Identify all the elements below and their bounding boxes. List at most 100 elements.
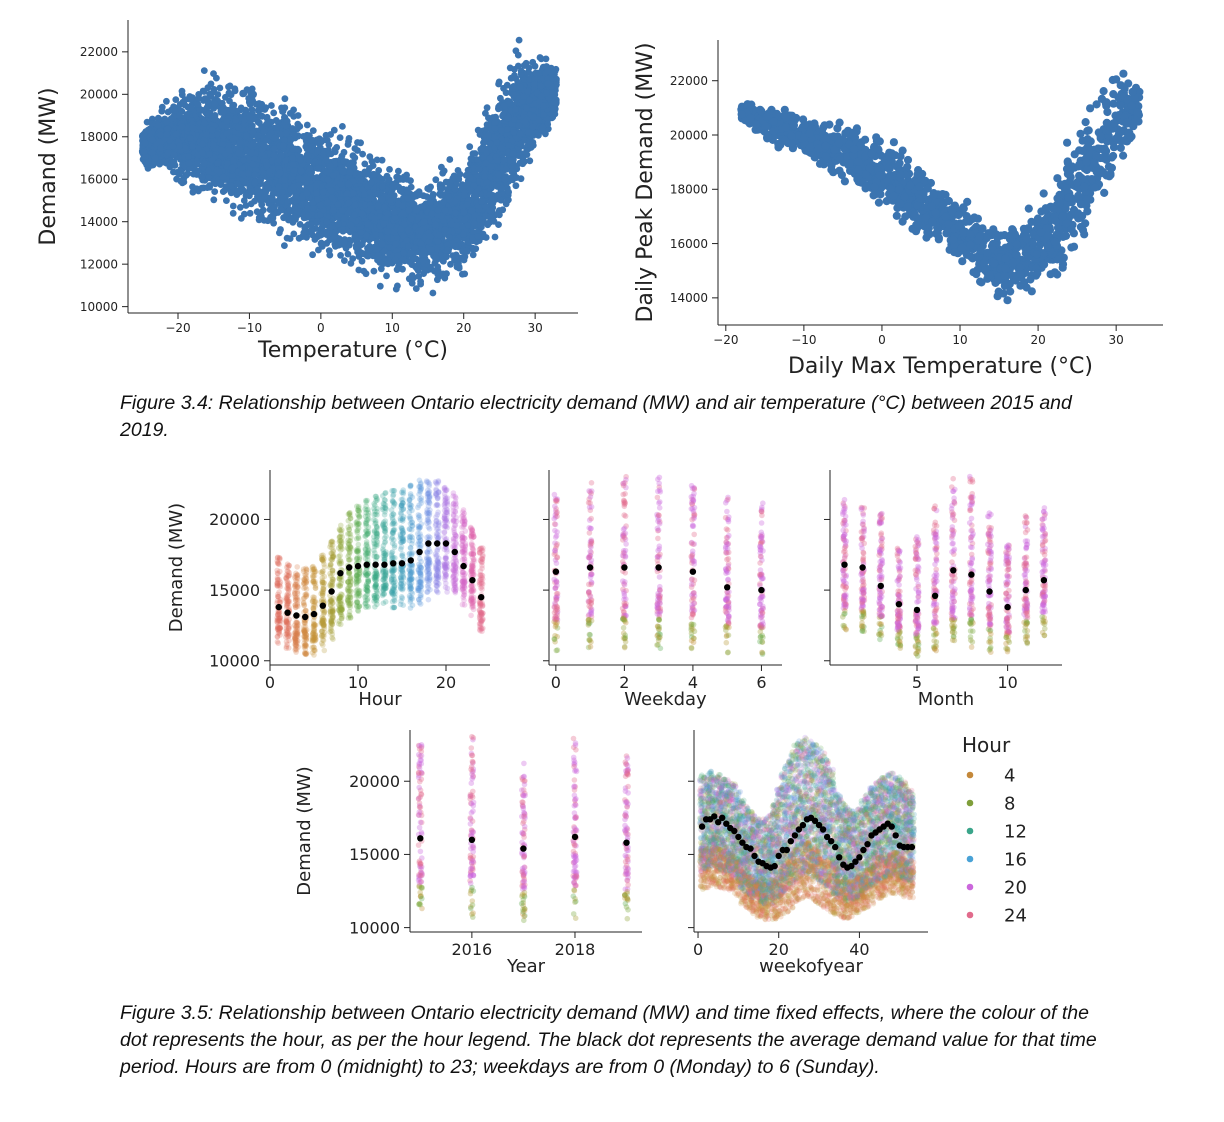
scatter-point xyxy=(374,190,381,198)
scatter-point xyxy=(435,231,443,239)
scatter-point xyxy=(149,136,156,144)
scatter-point xyxy=(247,200,255,208)
scatter-point xyxy=(229,209,237,217)
scatter-point xyxy=(447,260,454,268)
scatter-point xyxy=(211,188,219,196)
scatter-point xyxy=(510,83,517,90)
scatter-point xyxy=(144,126,152,134)
scatter-point xyxy=(249,160,257,168)
scatter-point xyxy=(319,188,327,196)
scatter-point xyxy=(248,149,256,157)
scatter-point xyxy=(287,136,295,144)
scatter-point xyxy=(429,192,437,200)
scatter-point xyxy=(500,102,508,110)
scatter-point xyxy=(316,232,324,239)
scatter-point xyxy=(432,176,440,184)
scatter-point xyxy=(164,149,172,157)
scatter-point xyxy=(349,189,357,197)
scatter-point xyxy=(334,201,342,209)
scatter-point xyxy=(351,201,359,209)
scatter-point xyxy=(531,62,539,70)
scatter-point xyxy=(391,256,399,264)
scatter-point xyxy=(309,251,316,259)
scatter-point xyxy=(481,173,489,181)
scatter-point xyxy=(179,98,187,106)
scatter-point xyxy=(474,126,482,134)
scatter-point xyxy=(399,202,406,210)
scatter-point xyxy=(270,219,277,227)
scatter-point xyxy=(511,66,518,73)
scatter-point xyxy=(328,194,336,202)
scatter-point xyxy=(216,84,224,92)
scatter-point xyxy=(258,201,266,209)
scatter-point xyxy=(494,191,502,199)
scatter-point xyxy=(420,202,427,210)
scatter-point xyxy=(378,156,386,164)
scatter-point xyxy=(392,240,400,248)
scatter-point xyxy=(296,221,304,228)
scatter-point xyxy=(512,75,520,82)
scatter-point xyxy=(460,256,468,264)
scatter-point xyxy=(306,132,313,140)
scatter-point xyxy=(218,99,226,107)
scatter-point xyxy=(367,194,374,202)
scatter-point xyxy=(386,166,393,173)
scatter-point xyxy=(341,239,348,247)
scatter-point xyxy=(332,228,339,236)
scatter-point xyxy=(524,129,532,136)
scatter-point xyxy=(504,197,511,204)
scatter-point xyxy=(378,240,386,248)
scatter-point xyxy=(283,118,291,125)
scatter-point xyxy=(336,134,344,142)
scatter-point xyxy=(226,97,233,105)
scatter-point xyxy=(483,104,491,112)
scatter-point xyxy=(164,108,172,116)
scatter-point xyxy=(339,123,346,130)
scatter-point xyxy=(522,59,530,67)
scatter-point xyxy=(437,185,444,193)
scatter-point xyxy=(354,139,361,146)
scatter-point xyxy=(289,154,296,162)
scatter-point xyxy=(242,192,250,199)
scatter-point xyxy=(498,184,506,192)
scatter-point xyxy=(351,211,358,219)
scatter-point xyxy=(223,197,230,205)
scatter-point xyxy=(374,252,382,260)
scatter-point xyxy=(345,135,353,142)
scatter-point xyxy=(403,187,411,195)
scatter-point xyxy=(240,90,248,98)
scatter-point xyxy=(227,182,235,190)
scatter-point xyxy=(377,265,385,273)
scatter-point xyxy=(339,168,347,176)
scatter-point xyxy=(158,107,166,115)
scatter-point xyxy=(515,36,523,44)
scatter-point xyxy=(361,190,368,198)
scatter-point xyxy=(177,177,185,185)
scatter-point xyxy=(376,282,384,290)
scatter-point xyxy=(495,80,502,88)
scatter-point xyxy=(236,188,244,196)
scatter-point xyxy=(295,234,303,242)
scatter-point xyxy=(241,210,248,218)
scatter-point xyxy=(374,202,382,210)
scatter-point xyxy=(460,208,468,216)
scatter-point xyxy=(214,91,222,98)
scatter-point xyxy=(536,54,544,61)
scatter-point xyxy=(395,167,402,175)
scatter-point xyxy=(371,214,378,222)
scatter-point xyxy=(393,173,401,181)
scatter-point xyxy=(257,106,265,113)
scatter-point xyxy=(361,160,369,168)
scatter-point xyxy=(491,233,499,241)
scatter-point xyxy=(317,201,324,209)
scatter-point xyxy=(486,214,494,222)
scatter-point xyxy=(277,130,285,138)
scatter-point xyxy=(355,266,363,274)
scatter-point xyxy=(497,94,504,102)
scatter-point xyxy=(314,148,321,155)
scatter-point xyxy=(243,132,250,140)
scatter-point xyxy=(227,189,235,197)
scatter-point xyxy=(429,289,437,297)
scatter-point xyxy=(344,141,352,148)
scatter-point xyxy=(189,188,197,196)
